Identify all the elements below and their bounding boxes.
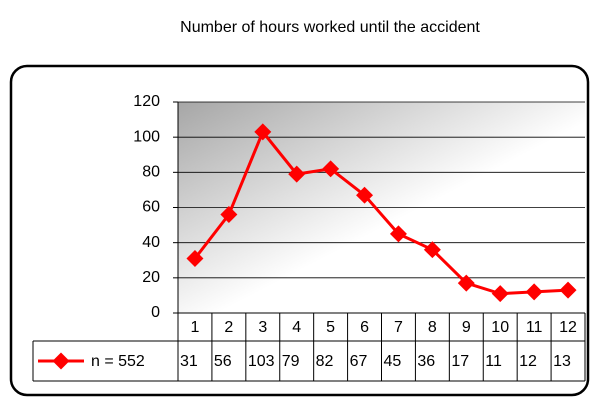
y-tick-label: 0: [151, 304, 160, 321]
marker: [288, 165, 306, 183]
x-tick-label: 1: [191, 319, 200, 336]
chart-title: Number of hours worked until the acciden…: [180, 19, 480, 36]
marker: [356, 186, 374, 204]
marker: [559, 281, 577, 299]
table-value: 36: [417, 353, 435, 370]
x-tick-label: 8: [428, 319, 437, 336]
x-tick-label: 3: [258, 319, 267, 336]
table-value: 67: [350, 353, 368, 370]
y-tick-label: 100: [133, 128, 160, 145]
x-tick-label: 2: [224, 319, 233, 336]
marker: [322, 160, 340, 178]
table-value: 56: [214, 353, 232, 370]
x-tick-label: 6: [360, 319, 369, 336]
x-tick-label: 7: [394, 319, 403, 336]
table-value: 103: [248, 353, 275, 370]
marker: [220, 206, 238, 224]
table-value: 17: [451, 353, 469, 370]
x-tick-label: 4: [292, 319, 301, 336]
table-value: 11: [485, 353, 502, 370]
x-tick-label: 11: [526, 319, 543, 336]
table-value: 12: [519, 353, 537, 370]
marker: [491, 285, 509, 303]
legend-label: n = 552: [91, 353, 145, 370]
marker: [457, 274, 475, 292]
marker: [525, 283, 543, 301]
marker: [186, 250, 204, 267]
y-tick-label: 60: [142, 199, 160, 216]
y-tick-label: 120: [133, 93, 160, 110]
y-tick-label: 80: [142, 164, 160, 181]
y-tick-label: 20: [142, 269, 160, 286]
marker: [423, 241, 441, 259]
table-value: 13: [553, 353, 571, 370]
y-tick-label: 40: [142, 234, 160, 251]
x-tick-label: 12: [559, 319, 577, 336]
table-value: 31: [180, 353, 198, 370]
x-tick-label: 5: [326, 319, 335, 336]
table-value: 45: [384, 353, 402, 370]
x-tick-label: 10: [491, 319, 509, 336]
table-value: 79: [282, 353, 300, 370]
marker: [389, 225, 407, 243]
x-tick-label: 9: [462, 319, 471, 336]
table-value: 82: [316, 353, 334, 370]
